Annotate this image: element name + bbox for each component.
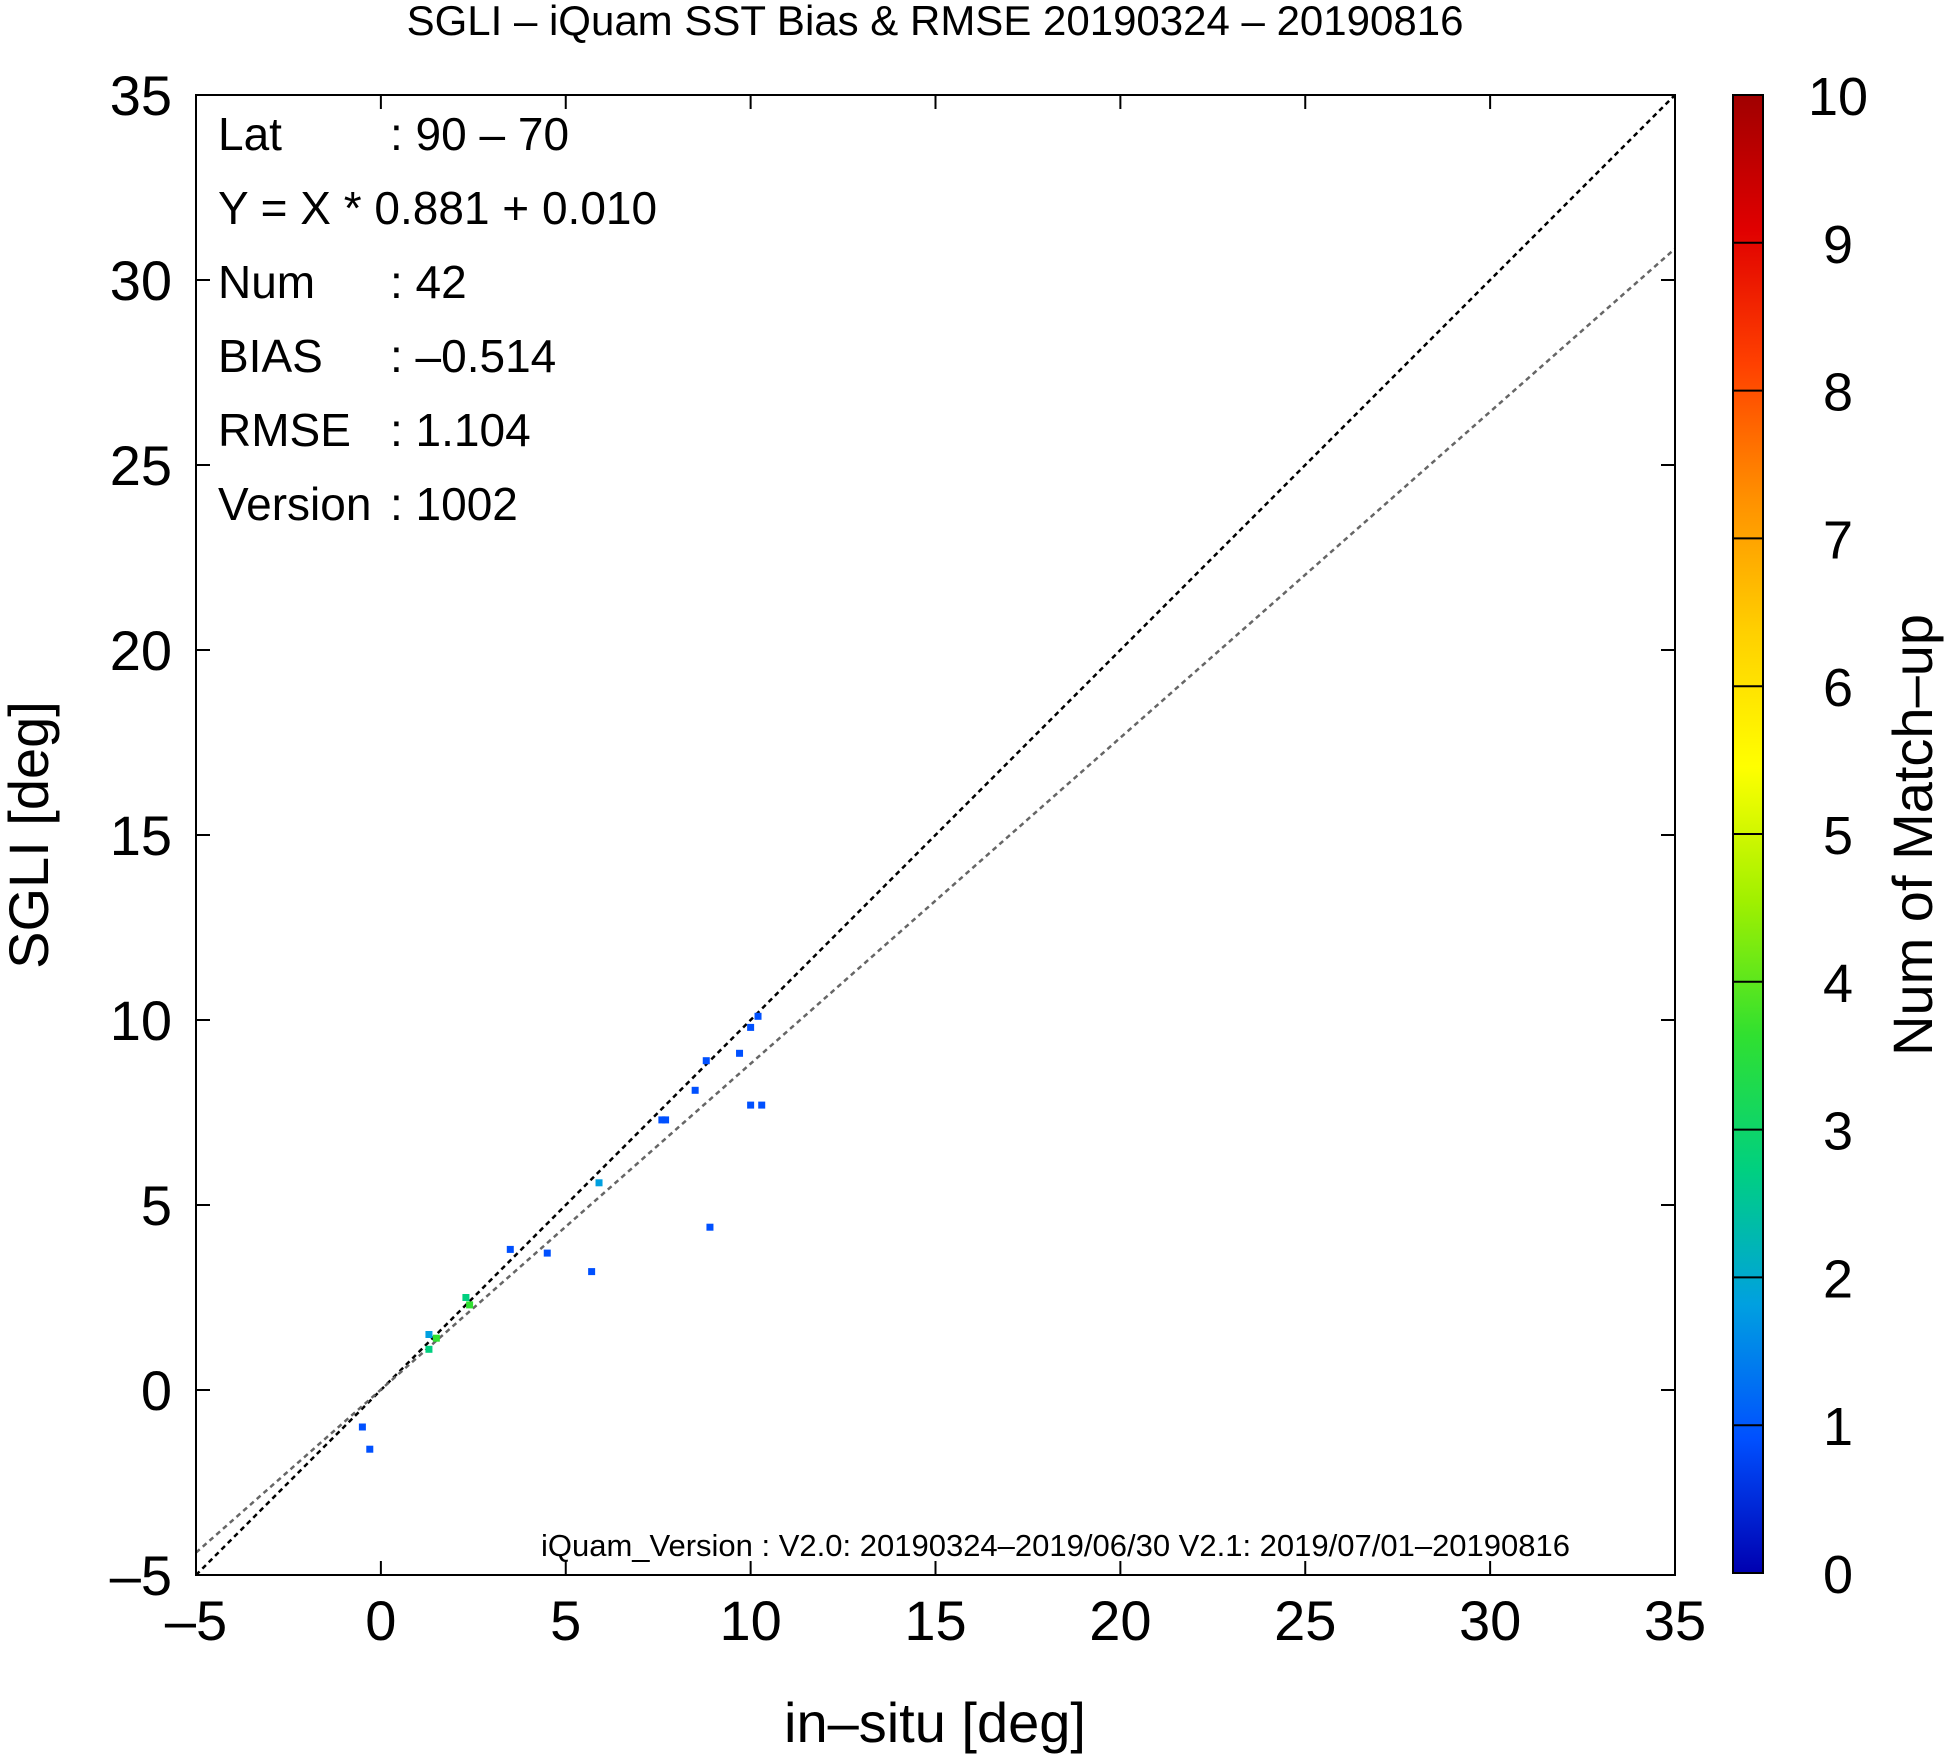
data-point (543, 1249, 551, 1257)
data-point (758, 1101, 766, 1109)
stat-value: : –0.514 (390, 330, 556, 382)
y-tick-label: 10 (110, 989, 172, 1052)
y-axis-label: SGLI [deg] (0, 701, 60, 969)
stat-key: Version (218, 478, 371, 530)
plot-layer (196, 95, 1675, 1575)
colorbar-tick-label: 5 (1823, 806, 1853, 866)
stat-key: Y = X * 0.881 + 0.010 (218, 182, 657, 234)
data-point (506, 1245, 514, 1253)
chart-title: SGLI – iQuam SST Bias & RMSE 20190324 – … (407, 0, 1464, 44)
data-point (462, 1294, 470, 1301)
x-tick-label: 0 (365, 1589, 396, 1652)
stat-key: RMSE (218, 404, 351, 456)
y-tick-label: –5 (110, 1544, 172, 1607)
data-point (588, 1268, 596, 1276)
y-tick-label: 15 (110, 804, 172, 867)
colorbar-tick-label: 10 (1808, 67, 1868, 127)
data-point (466, 1301, 474, 1309)
y-tick-label: 30 (110, 249, 172, 312)
stat-value: : 1.104 (390, 404, 531, 456)
data-point (702, 1057, 710, 1065)
x-tick-label: –5 (165, 1589, 227, 1652)
data-point (432, 1334, 440, 1342)
y-axis: –5 0 5 10 15 20 25 30 35 (110, 64, 1675, 1607)
y-tick-label: 35 (110, 64, 172, 127)
x-tick-label: 5 (550, 1589, 581, 1652)
colorbar-tick-label: 0 (1823, 1545, 1853, 1605)
y-tick-label: 25 (110, 434, 172, 497)
x-tick-label: 25 (1274, 1589, 1336, 1652)
x-axis-label: in–situ [deg] (784, 1691, 1086, 1754)
data-point (366, 1445, 374, 1453)
data-point (747, 1023, 755, 1031)
data-point (747, 1101, 755, 1109)
colorbar-tick-label: 8 (1823, 363, 1853, 423)
data-point (658, 1116, 666, 1124)
y-tick-label: 5 (141, 1174, 172, 1237)
colorbar-label: Num of Match–up (1881, 614, 1944, 1056)
colorbar-tick-label: 6 (1823, 658, 1853, 718)
stat-value: : 90 – 70 (390, 108, 569, 160)
data-point (691, 1086, 699, 1094)
data-point (358, 1423, 366, 1431)
colorbar-ticks: 0 1 2 3 4 5 6 7 8 9 10 (1733, 67, 1868, 1605)
x-axis: –5 0 5 10 15 20 25 30 35 (165, 95, 1706, 1652)
y-tick-label: 0 (141, 1359, 172, 1422)
colorbar-tick-label: 1 (1823, 1397, 1853, 1457)
x-tick-label: 35 (1644, 1589, 1706, 1652)
regression-line (196, 247, 1675, 1554)
stat-value: : 42 (390, 256, 467, 308)
y-tick-label: 20 (110, 619, 172, 682)
data-point (425, 1345, 433, 1353)
colorbar-tick-label: 9 (1823, 215, 1853, 275)
colorbar-tick-label: 3 (1823, 1102, 1853, 1162)
stats-box: Lat : 90 – 70 Y = X * 0.881 + 0.010 Num : 42… (218, 108, 657, 530)
colorbar-tick-label: 7 (1823, 510, 1853, 570)
iquam-version-note: iQuam_Version : V2.0: 20190324–2019/06/3… (541, 1528, 1570, 1563)
stat-key: Num (218, 256, 315, 308)
x-tick-label: 30 (1459, 1589, 1521, 1652)
data-point (595, 1179, 603, 1187)
data-point (754, 1012, 762, 1020)
colorbar-tick-label: 2 (1823, 1249, 1853, 1309)
stat-value: : 1002 (390, 478, 518, 530)
x-tick-label: 15 (904, 1589, 966, 1652)
stat-key: BIAS (218, 330, 323, 382)
x-tick-label: 20 (1089, 1589, 1151, 1652)
data-point (706, 1223, 714, 1231)
colorbar-tick-label: 4 (1823, 954, 1853, 1014)
x-tick-label: 10 (719, 1589, 781, 1652)
data-point (736, 1049, 744, 1057)
stat-key: Lat (218, 108, 282, 160)
one-to-one-line (196, 95, 1675, 1575)
data-point (662, 1116, 670, 1124)
data-point (425, 1331, 433, 1338)
